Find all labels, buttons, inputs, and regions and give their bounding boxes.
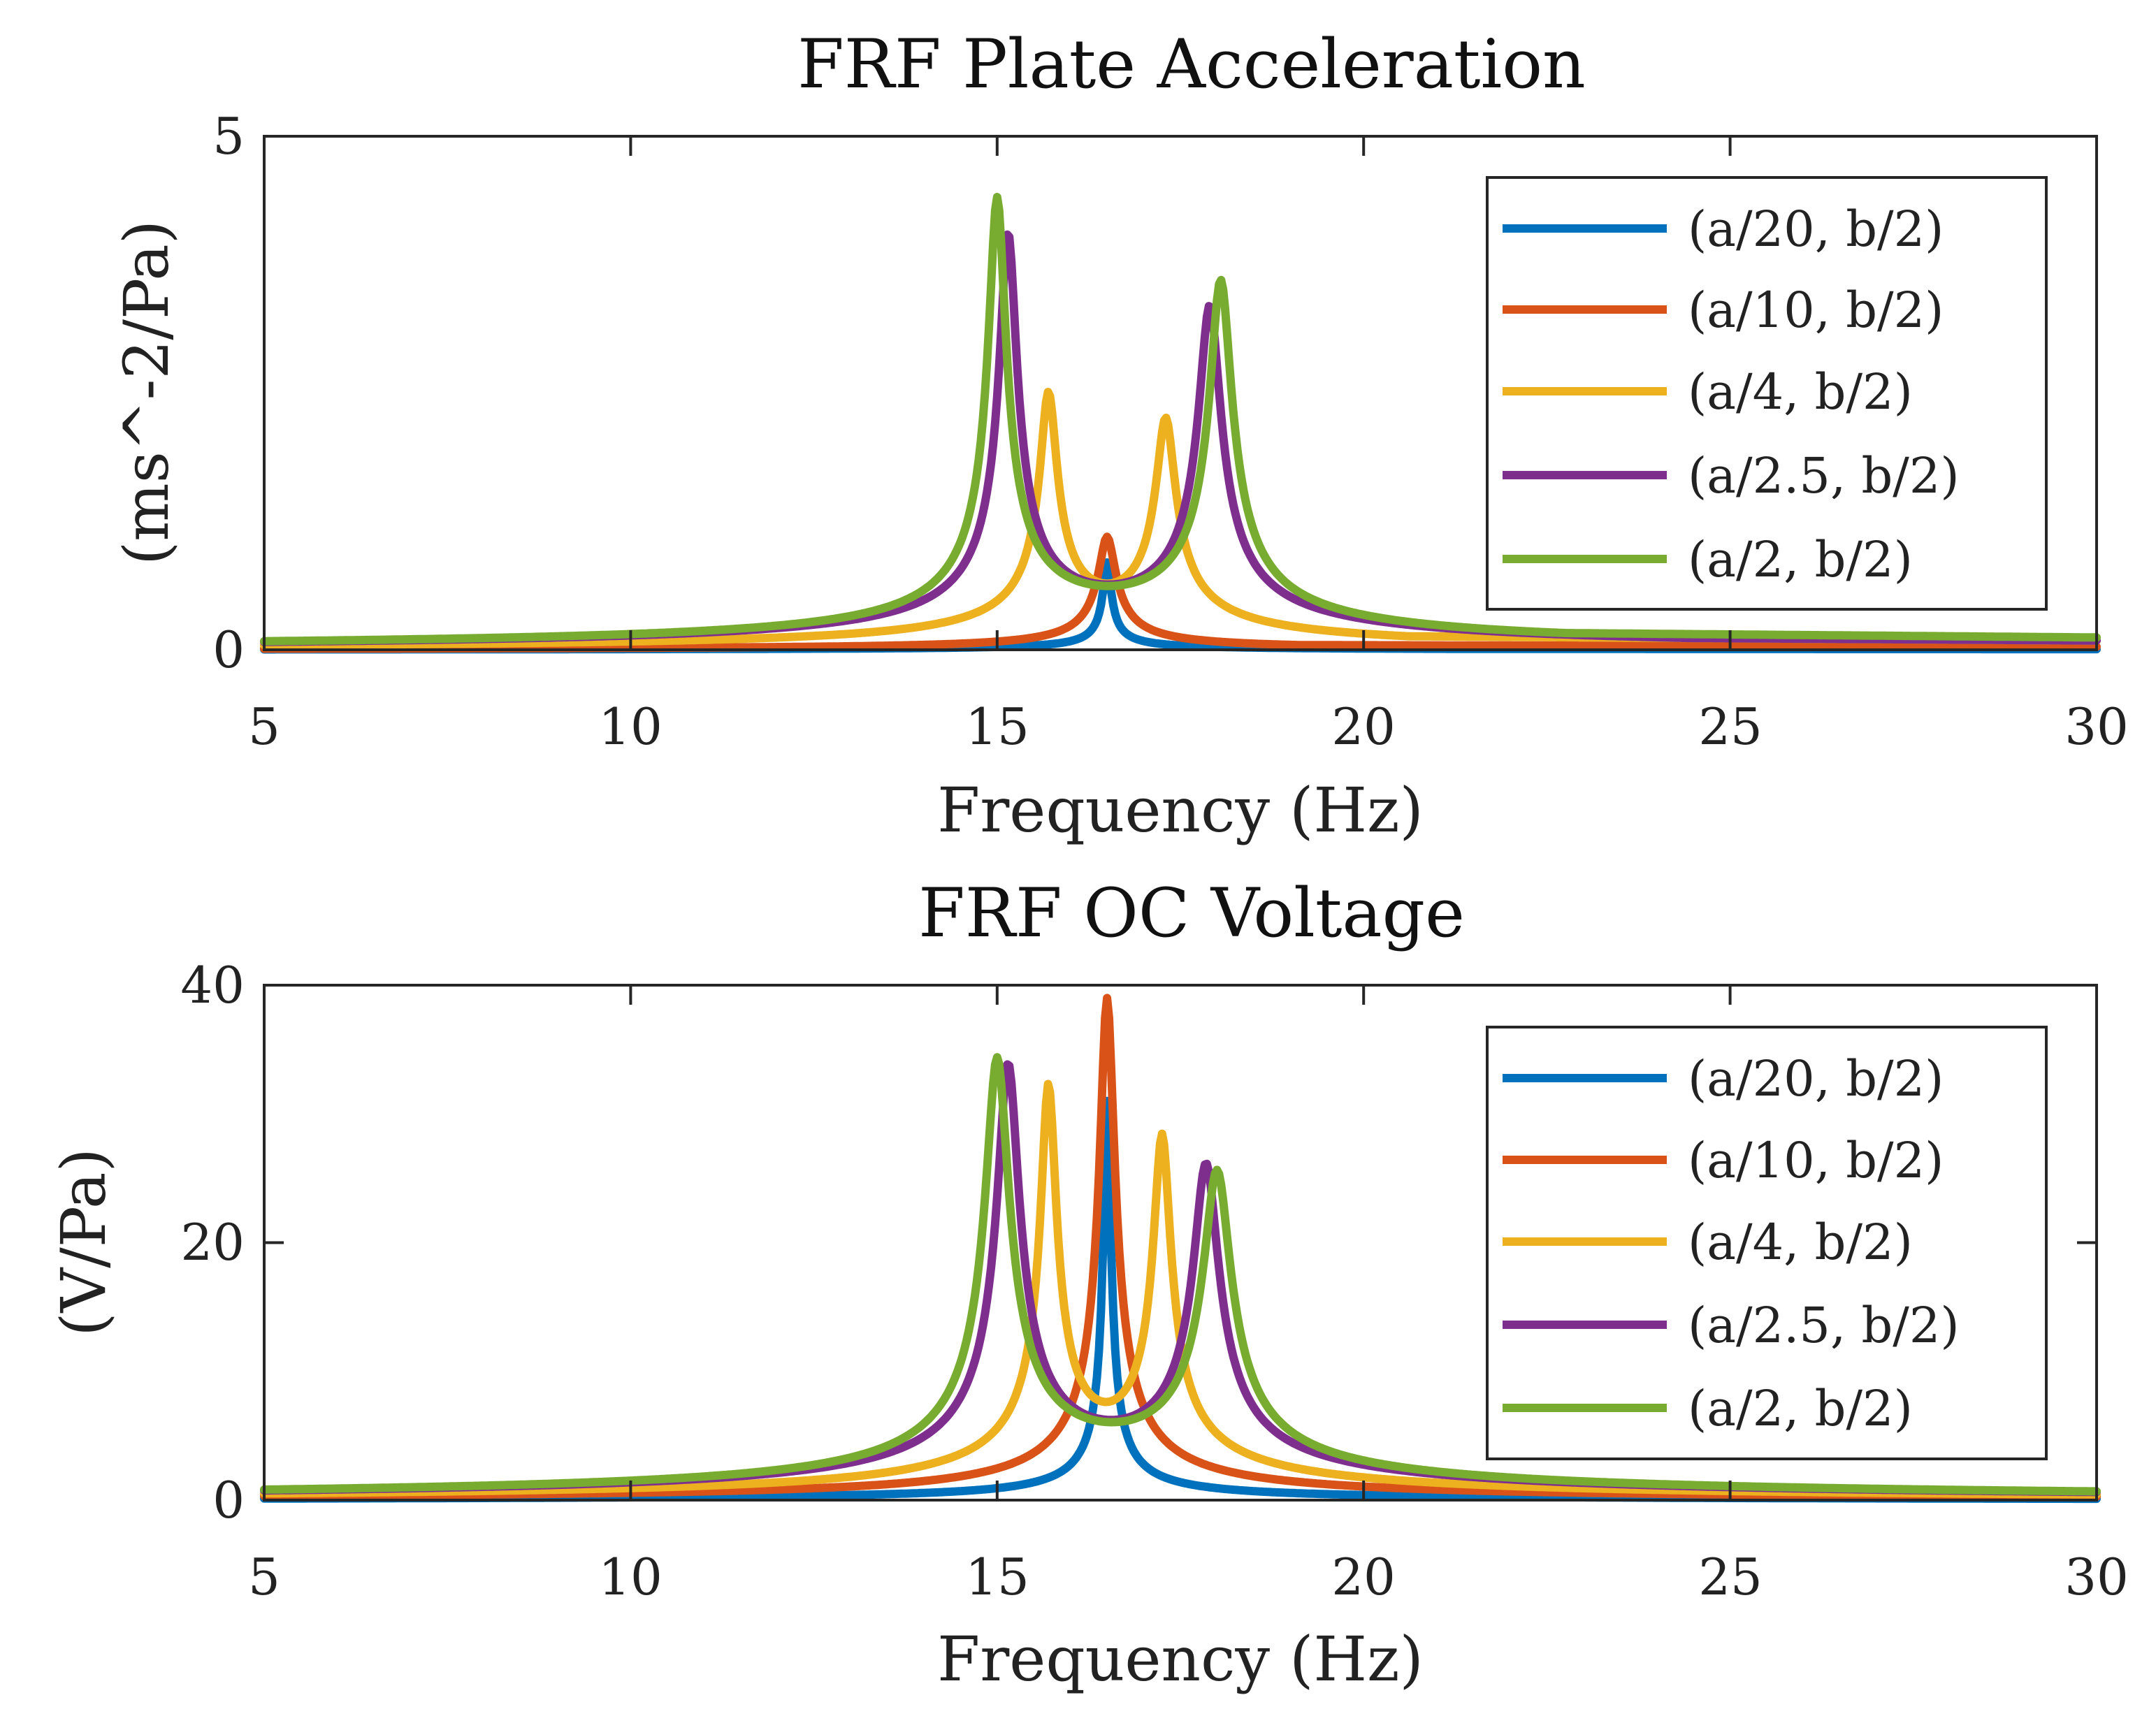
x-axis-label: Frequency (Hz): [937, 1623, 1424, 1695]
legend-label: (a/10, b/2): [1688, 1132, 1944, 1189]
chart-title: FRF Plate Acceleration: [797, 25, 1586, 103]
axes-frame: [263, 135, 2098, 651]
ticks-group: [263, 135, 2098, 651]
legend-label: (a/4, b/2): [1688, 1214, 1913, 1271]
x-tick-label: 30: [2064, 1548, 2129, 1606]
x-tick-label: 10: [598, 1548, 663, 1606]
x-axis-label: Frequency (Hz): [937, 774, 1424, 846]
y-tick-label: 20: [180, 1213, 245, 1272]
x-tick-label: 20: [1331, 697, 1396, 756]
legend-label: (a/2, b/2): [1688, 531, 1913, 588]
x-tick-label: 10: [598, 697, 663, 756]
ticks-group: [263, 984, 2098, 1502]
y-axis-label: (ms^-2/Pa): [110, 220, 182, 565]
x-tick-label: 5: [248, 697, 280, 756]
x-tick-label: 25: [1698, 697, 1763, 756]
series-group: [260, 994, 2101, 1504]
legend-label: (a/20, b/2): [1688, 201, 1944, 258]
x-tick-label: 20: [1331, 1548, 1396, 1606]
chart-title: FRF OC Voltage: [918, 874, 1465, 952]
x-tick-label: 15: [965, 697, 1029, 756]
legend-label: (a/4, b/2): [1688, 363, 1913, 421]
legend-label: (a/10, b/2): [1688, 282, 1944, 339]
series-line: [260, 532, 2101, 653]
y-tick-label: 0: [212, 620, 245, 679]
x-tick-label: 25: [1698, 1548, 1763, 1606]
legend: (a/20, b/2) (a/10, b/2) (a/4, b/2) (a/2.…: [1486, 1026, 2048, 1460]
series-line: [260, 1053, 2101, 1496]
legend-label: (a/2.5, b/2): [1688, 1297, 1960, 1354]
y-tick-label: 40: [180, 956, 245, 1015]
y-tick-label: 5: [212, 107, 245, 166]
legend-label: (a/2.5, b/2): [1688, 447, 1960, 504]
y-tick-label: 0: [212, 1471, 245, 1529]
series-line: [260, 193, 2101, 646]
legend-label: (a/20, b/2): [1688, 1050, 1944, 1107]
legend-label: (a/2, b/2): [1688, 1380, 1913, 1437]
x-tick-label: 30: [2064, 697, 2129, 756]
legend: (a/20, b/2) (a/10, b/2) (a/4, b/2) (a/2.…: [1486, 176, 2048, 611]
x-tick-label: 5: [248, 1548, 280, 1606]
x-tick-label: 15: [965, 1548, 1029, 1606]
panel-oc-voltage: FRF OC Voltage 5 10 15 20 25 30 0 20 40 …: [48, 874, 2129, 1695]
y-axis-label: (V/Pa): [48, 1148, 120, 1337]
panel-plate-acceleration: FRF Plate Acceleration 5 10 15 20 25 30 …: [110, 25, 2129, 846]
